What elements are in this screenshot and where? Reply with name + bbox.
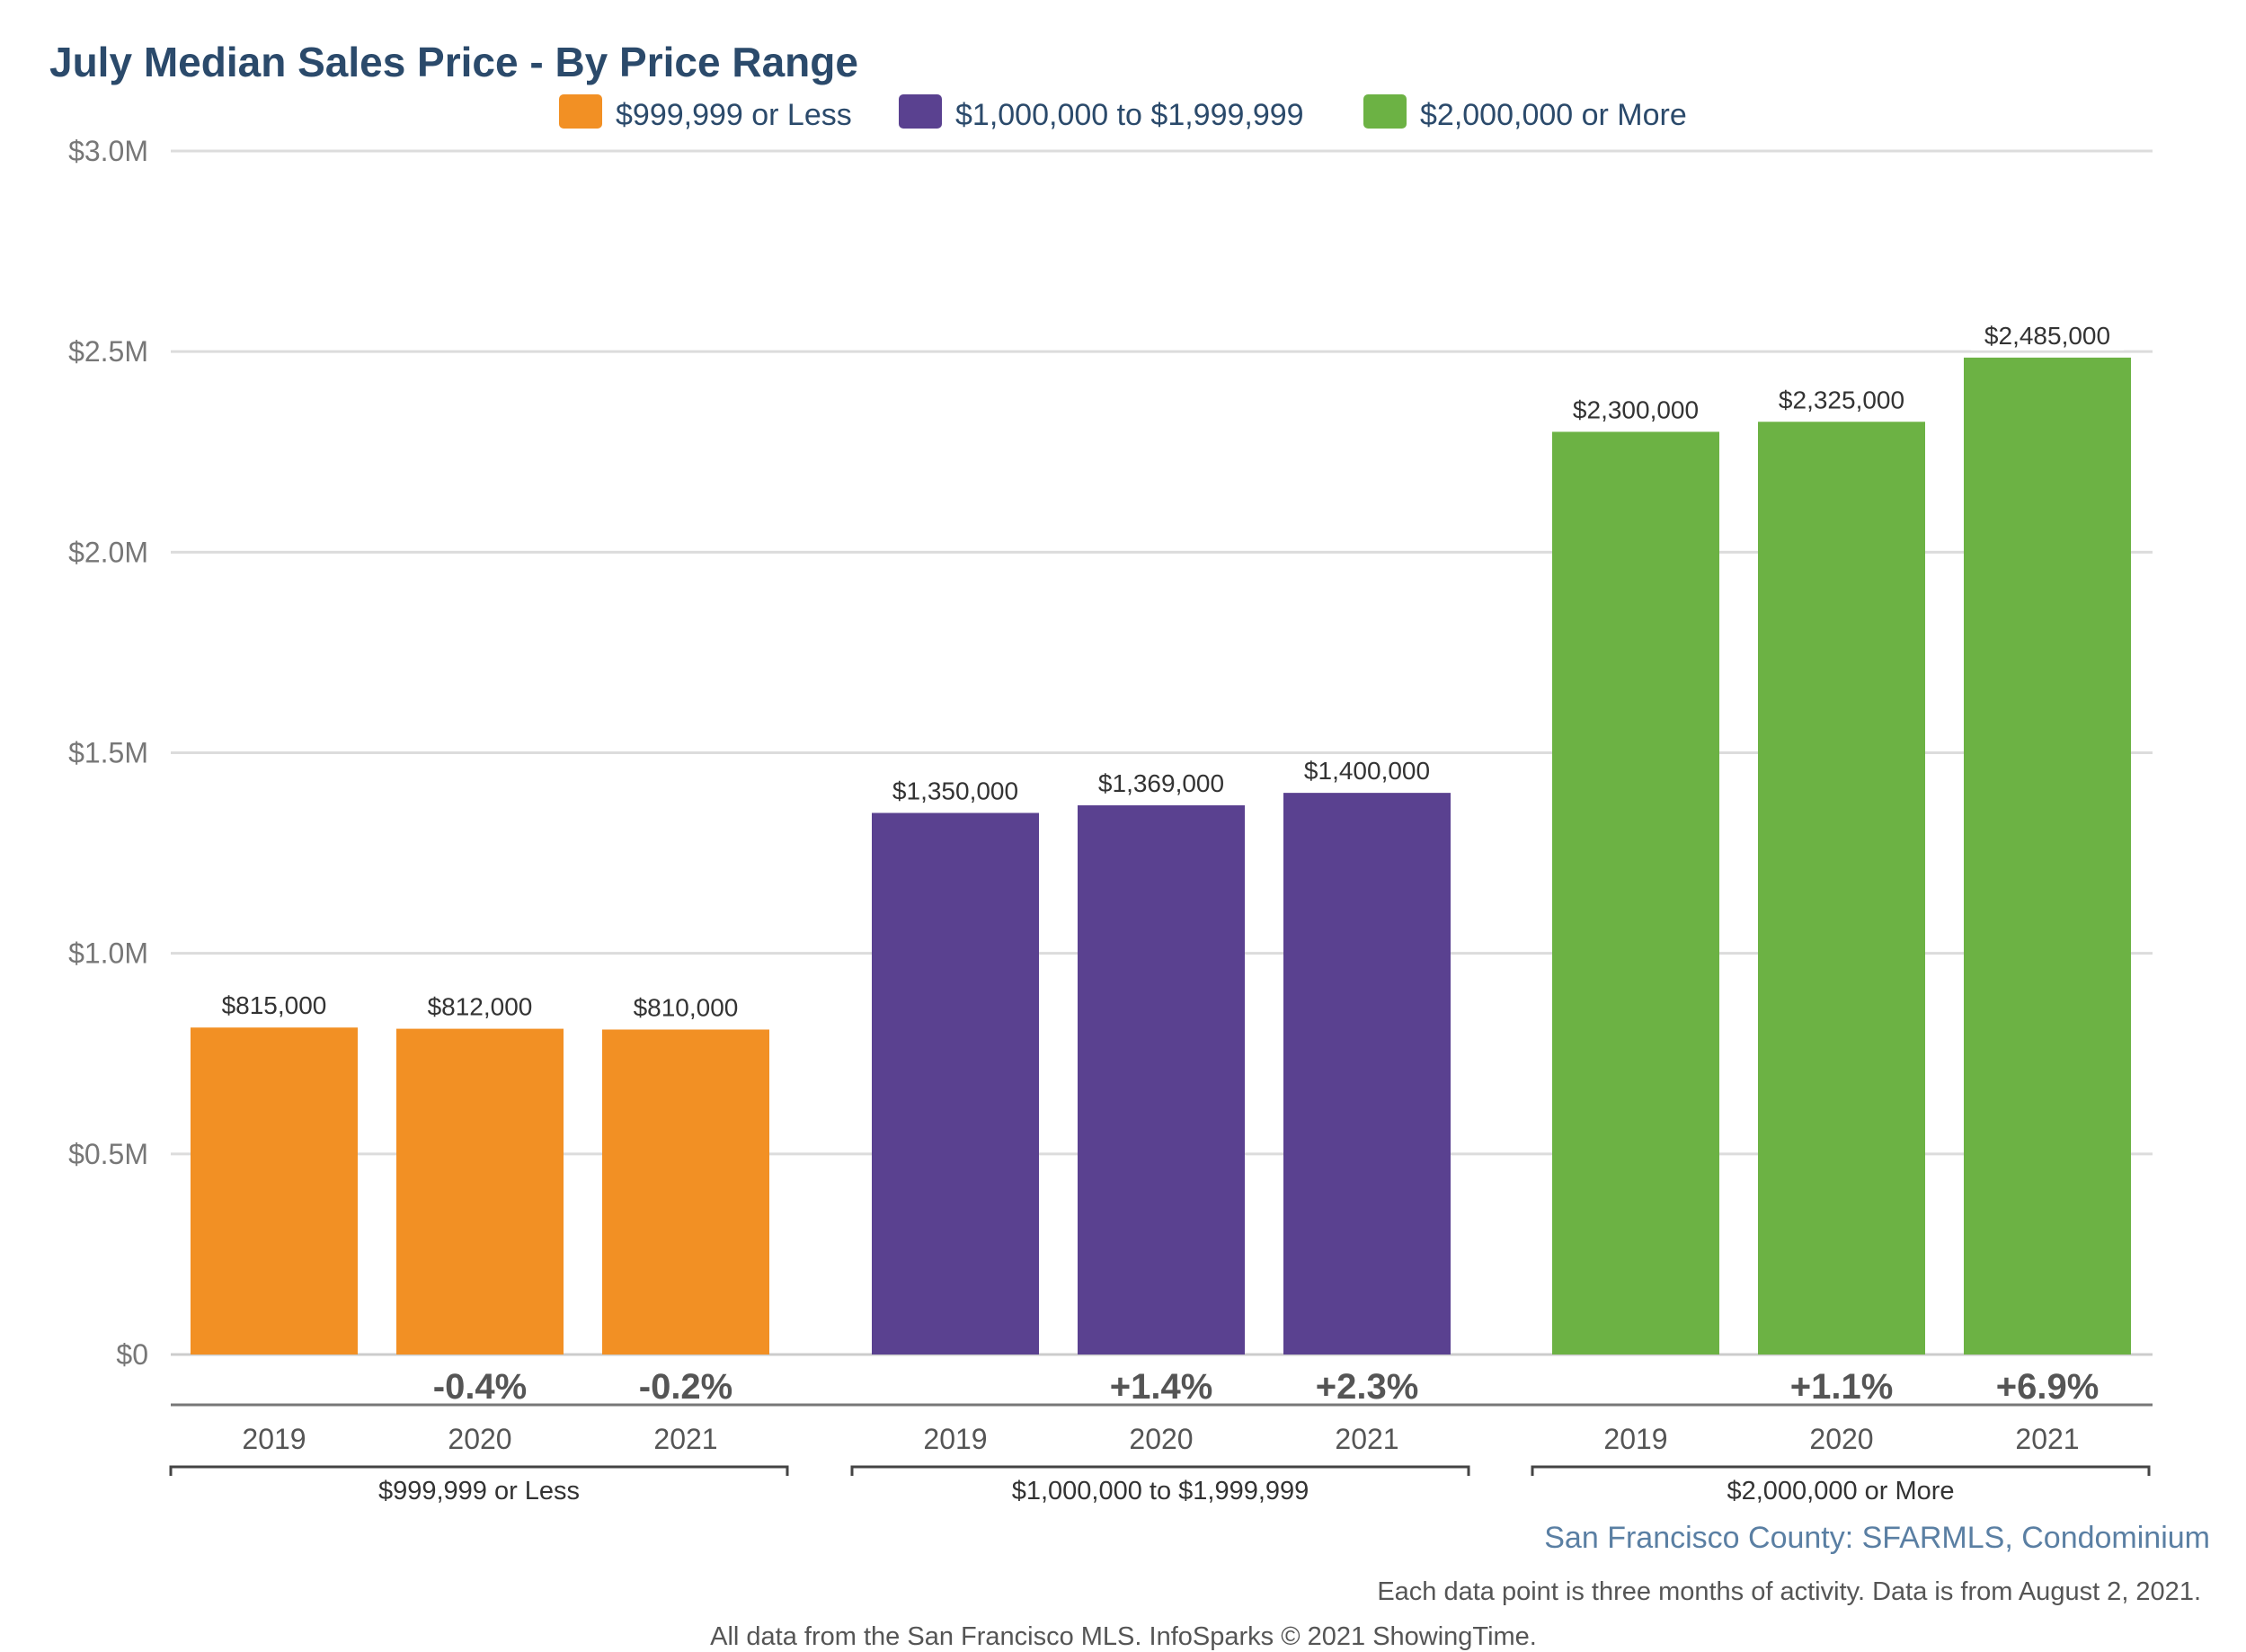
y-tick-label: $1.5M: [68, 737, 148, 769]
x-tick-label: 2020: [1129, 1423, 1193, 1455]
x-tick-label: 2021: [2015, 1423, 2079, 1455]
value-label-bg: [1085, 767, 1238, 798]
y-tick-label: $0.5M: [68, 1138, 148, 1170]
bar: [1964, 357, 2131, 1354]
group-bracket: [169, 1465, 789, 1476]
y-tick-label: $2.0M: [68, 536, 148, 568]
value-label: $1,400,000: [1304, 757, 1430, 785]
change-label: -0.4%: [433, 1367, 528, 1407]
x-tick-label: 2019: [923, 1423, 987, 1455]
bar: [602, 1029, 769, 1354]
bar: [1078, 804, 1245, 1354]
change-label: -0.2%: [639, 1367, 733, 1407]
legend-swatch-3: [1363, 94, 1407, 129]
value-label-bg: [1559, 394, 1712, 425]
x-tick-label: 2021: [653, 1423, 717, 1455]
x-tick-label: 2019: [1603, 1423, 1667, 1455]
change-label: +2.3%: [1316, 1367, 1419, 1407]
bar: [191, 1027, 358, 1354]
value-label: $1,369,000: [1098, 769, 1224, 797]
legend-swatch-1: [559, 94, 602, 129]
x-tick-label: 2020: [1809, 1423, 1873, 1455]
y-tick-label: $1.0M: [68, 937, 148, 970]
value-label: $810,000: [634, 993, 739, 1021]
footer-credit: All data from the San Francisco MLS. Inf…: [710, 1622, 1537, 1651]
group-label: $2,000,000 or More: [1727, 1477, 1954, 1505]
legend-label-1: $999,999 or Less: [616, 98, 852, 132]
change-label: +1.1%: [1790, 1367, 1894, 1407]
value-label: $815,000: [222, 991, 327, 1019]
group-label: $999,999 or Less: [378, 1477, 580, 1505]
value-label-bg: [609, 991, 762, 1023]
bars: $815,000 $812,000 $810,000 $1,350,000 $1,369…: [191, 319, 2131, 1354]
y-tick-label: $2.5M: [68, 335, 148, 368]
group-bracket: [1531, 1465, 2151, 1476]
bar: [872, 813, 1039, 1354]
legend-label-2: $1,000,000 to $1,999,999: [955, 98, 1304, 132]
value-label: $1,350,000: [892, 777, 1018, 804]
x-axis: 2019 -0.4% 2020 -0.2% 2021 $999,999 or Less 20…: [169, 1367, 2153, 1505]
bar: [1283, 793, 1451, 1354]
bar: [396, 1028, 564, 1354]
value-label: $2,325,000: [1779, 386, 1904, 413]
group-bracket: [850, 1465, 1470, 1476]
value-label: $2,485,000: [1984, 322, 2110, 350]
y-tick-label: $0: [116, 1338, 148, 1371]
change-label: +6.9%: [1996, 1367, 2100, 1407]
value-label-bg: [1291, 755, 1443, 786]
chart-title: July Median Sales Price - By Price Range: [49, 39, 858, 85]
legend: $999,999 or Less $1,000,000 to $1,999,999…: [559, 94, 1687, 132]
value-label-bg: [404, 990, 556, 1022]
footer-source: San Francisco County: SFARMLS, Condomini…: [1544, 1521, 2210, 1555]
value-label-bg: [1971, 319, 2124, 351]
group-label: $1,000,000 to $1,999,999: [1012, 1477, 1309, 1505]
x-tick-label: 2019: [242, 1423, 306, 1455]
y-axis: $0 $0.5M $1.0M $1.5M $2.0M $2.5M $3.0M: [68, 135, 148, 1371]
y-tick-label: $3.0M: [68, 135, 148, 167]
bar: [1552, 431, 1719, 1354]
change-label: +1.4%: [1110, 1367, 1213, 1407]
bar: [1758, 422, 1925, 1354]
value-label-bg: [198, 990, 351, 1021]
legend-label-3: $2,000,000 or More: [1420, 98, 1687, 132]
legend-swatch-2: [899, 94, 942, 129]
value-label-bg: [1765, 384, 1918, 415]
footer-note: Each data point is three months of activ…: [1377, 1577, 2201, 1606]
x-tick-label: 2021: [1335, 1423, 1398, 1455]
value-label: $812,000: [428, 993, 533, 1021]
value-label: $2,300,000: [1573, 395, 1699, 423]
value-label-bg: [879, 775, 1032, 806]
x-tick-label: 2020: [448, 1423, 511, 1455]
